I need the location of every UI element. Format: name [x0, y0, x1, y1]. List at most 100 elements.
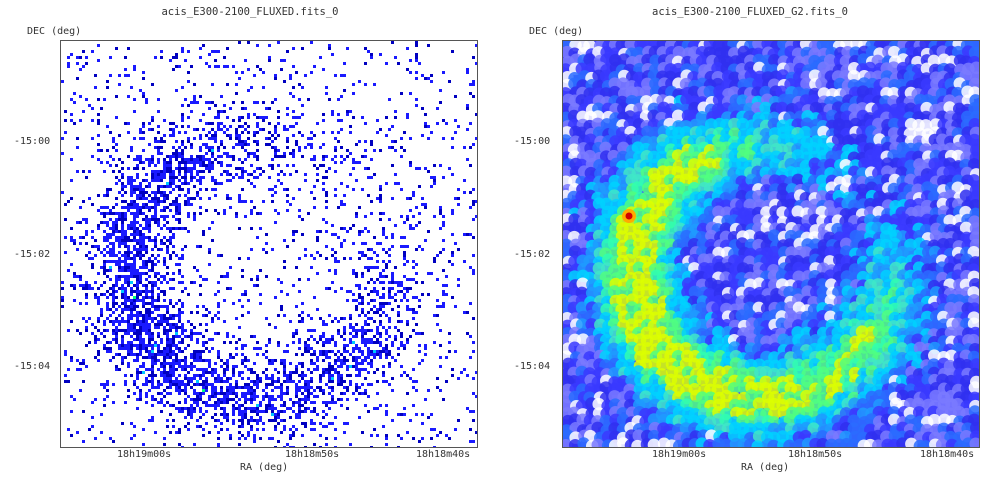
left-pixel — [187, 182, 190, 185]
left-pixel — [154, 272, 157, 275]
left-pixel — [283, 362, 286, 365]
left-pixel — [469, 83, 472, 86]
left-pixel — [127, 248, 130, 251]
left-pixel — [439, 431, 442, 434]
left-pixel — [193, 407, 196, 410]
left-heatmap-plot[interactable] — [60, 40, 478, 448]
left-pixel — [142, 314, 145, 317]
left-pixel — [127, 122, 130, 125]
left-pixel — [175, 368, 178, 371]
left-pixel — [256, 404, 259, 407]
left-pixel — [109, 341, 112, 344]
left-pixel — [376, 290, 379, 293]
left-pixel — [106, 395, 109, 398]
left-pixel — [154, 212, 157, 215]
left-pixel — [268, 44, 271, 47]
left-pixel — [82, 236, 85, 239]
left-pixel — [406, 218, 409, 221]
left-pixel — [169, 242, 172, 245]
left-pixel — [124, 200, 127, 203]
left-pixel — [187, 104, 190, 107]
left-pixel — [199, 275, 202, 278]
left-pixel — [271, 146, 274, 149]
left-pixel — [283, 410, 286, 413]
left-pixel — [397, 413, 400, 416]
left-pixel — [265, 383, 268, 386]
left-pixel — [238, 197, 241, 200]
left-pixel — [232, 422, 235, 425]
right-blob — [968, 46, 979, 59]
left-pixel — [274, 74, 277, 77]
left-pixel — [319, 146, 322, 149]
left-pixel — [229, 353, 232, 356]
left-pixel — [379, 308, 382, 311]
left-pixel — [118, 329, 121, 332]
left-pixel — [184, 329, 187, 332]
left-pixel — [109, 437, 112, 440]
left-pixel — [199, 182, 202, 185]
left-pixel — [229, 137, 232, 140]
left-pixel — [97, 287, 100, 290]
left-pixel — [142, 239, 145, 242]
left-pixel — [85, 98, 88, 101]
left-pixel — [196, 155, 199, 158]
right-blob — [711, 62, 724, 75]
left-pixel — [277, 440, 280, 443]
left-pixel — [343, 344, 346, 347]
left-pixel — [178, 317, 181, 320]
left-pixel — [184, 200, 187, 203]
left-pixel — [403, 251, 406, 254]
left-pixel — [274, 380, 277, 383]
left-pixel — [373, 287, 376, 290]
left-pixel — [358, 347, 361, 350]
left-pixel — [406, 215, 409, 218]
left-pixel — [235, 137, 238, 140]
left-pixel — [256, 284, 259, 287]
left-pixel — [439, 251, 442, 254]
left-pixel — [103, 221, 106, 224]
left-pixel — [421, 74, 424, 77]
left-pixel — [100, 107, 103, 110]
left-pixel — [400, 281, 403, 284]
right-heatmap-plot[interactable] — [562, 40, 980, 448]
left-pixel — [106, 191, 109, 194]
left-pixel — [349, 317, 352, 320]
left-pixel — [82, 200, 85, 203]
left-pixel — [361, 308, 364, 311]
left-pixel — [127, 47, 130, 50]
left-pixel — [382, 374, 385, 377]
left-pixel — [403, 221, 406, 224]
left-pixel — [127, 182, 130, 185]
left-pixel — [193, 398, 196, 401]
left-pixel — [328, 356, 331, 359]
left-pixel — [109, 248, 112, 251]
right-blob — [816, 190, 829, 203]
left-pixel — [136, 386, 139, 389]
left-pixel — [265, 356, 268, 359]
left-pixel — [136, 254, 139, 257]
left-pixel — [178, 311, 181, 314]
left-pixel — [382, 230, 385, 233]
left-pixel — [415, 104, 418, 107]
left-pixel — [400, 374, 403, 377]
left-pixel — [301, 155, 304, 158]
left-pixel — [340, 362, 343, 365]
left-pixel — [262, 428, 265, 431]
left-pixel — [322, 176, 325, 179]
left-pixel — [124, 278, 127, 281]
left-pixel — [292, 341, 295, 344]
left-pixel — [469, 92, 472, 95]
left-pixel — [169, 128, 172, 131]
left-pixel — [160, 290, 163, 293]
left-pixel — [151, 116, 154, 119]
left-pixel — [163, 317, 166, 320]
left-pixel — [178, 359, 181, 362]
left-pixel — [142, 191, 145, 194]
left-pixel — [115, 221, 118, 224]
left-pixel — [85, 281, 88, 284]
left-pixel — [364, 314, 367, 317]
left-pixel — [169, 374, 172, 377]
left-pixel — [442, 305, 445, 308]
left-pixel — [418, 305, 421, 308]
left-pixel — [232, 119, 235, 122]
